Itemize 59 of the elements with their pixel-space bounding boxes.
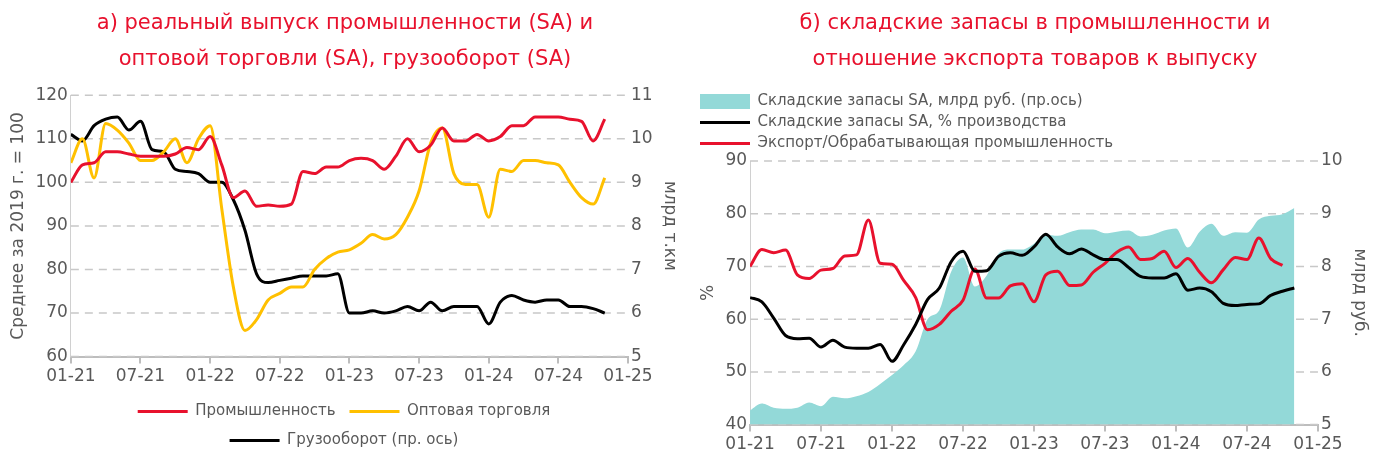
x-tick-label: 01-25 (1293, 433, 1343, 454)
y-tick-label: 70 (46, 301, 68, 322)
y-tick-label: 80 (46, 257, 68, 278)
y2-tick-label: 6 (1320, 360, 1332, 381)
line-series (750, 218, 1284, 332)
y2-tick-label: 9 (630, 170, 642, 191)
y-tick-label: 90 (725, 149, 748, 170)
y2-tick-label: 6 (630, 301, 642, 322)
y-axis-title: Среднее за 2019 г. = 100 (6, 112, 27, 340)
y2-axis-title: млрд т.км (661, 180, 682, 271)
y-tick-label: 100 (35, 170, 68, 191)
y2-tick-label: 5 (630, 345, 642, 366)
y2-tick-label: 8 (630, 214, 642, 235)
y2-axis-title: млрд руб. (1351, 248, 1372, 337)
x-tick-label: 01-25 (603, 365, 653, 386)
y-tick-label: 120 (35, 83, 68, 104)
y-tick-label: 60 (46, 345, 68, 366)
x-tick-label: 07-24 (533, 365, 584, 386)
y2-tick-label: 7 (630, 257, 642, 278)
y-tick-label: 40 (725, 413, 748, 434)
line-series (750, 232, 1296, 363)
y-tick-label: 50 (725, 360, 748, 381)
legend-label: Оптовая торговля (407, 401, 551, 420)
legend-label: Складские запасы SA, млрд руб. (пр.ось) (757, 91, 1083, 110)
x-tick-label: 01-21 (725, 433, 775, 454)
x-tick-label: 07-21 (115, 365, 166, 386)
y2-tick-label: 10 (1320, 149, 1343, 170)
y-tick-label: 80 (725, 202, 748, 223)
y2-tick-label: 8 (1320, 254, 1332, 275)
x-tick-label: 07-23 (1080, 433, 1130, 454)
y-tick-label: 60 (725, 307, 748, 328)
y2-tick-label: 10 (630, 127, 653, 148)
legend-label: Промышленность (195, 401, 336, 420)
x-tick-label: 01-22 (185, 365, 235, 386)
y-tick-label: 90 (46, 214, 68, 235)
x-tick-label: 01-22 (867, 433, 917, 454)
y-axis-title: % (696, 284, 717, 301)
legend-label: Экспорт/Обрабатывающая промышленность (757, 133, 1113, 152)
x-tick-label: 07-22 (938, 433, 988, 454)
y2-tick-label: 9 (1320, 202, 1332, 223)
x-tick-label: 07-21 (796, 433, 846, 454)
legend-label: Складские запасы SA, % производства (757, 112, 1067, 131)
x-tick-label: 07-24 (1222, 433, 1272, 454)
line-series (70, 115, 607, 208)
legend-label: Грузооборот (пр. ось) (287, 430, 459, 449)
y2-tick-label: 5 (1320, 413, 1332, 434)
x-tick-label: 01-24 (463, 365, 514, 386)
x-tick-label: 01-23 (1009, 433, 1059, 454)
y2-tick-label: 11 (630, 83, 653, 104)
y-tick-label: 110 (35, 127, 68, 148)
x-tick-label: 01-24 (1151, 433, 1201, 454)
x-tick-label: 01-23 (324, 365, 375, 386)
x-tick-label: 01-21 (46, 365, 96, 386)
x-tick-label: 07-23 (394, 365, 444, 386)
x-tick-label: 07-22 (255, 365, 305, 386)
y2-tick-label: 7 (1320, 307, 1332, 328)
y-tick-label: 70 (725, 254, 748, 275)
chart-title: а) реальный выпуск промышленности (SA) и оптовой торговли (SA), грузооборот (SA) (95, 9, 595, 72)
chart-title: б) складские запасы в промышленности и отношение экспорта товаров к выпуску (798, 9, 1272, 72)
